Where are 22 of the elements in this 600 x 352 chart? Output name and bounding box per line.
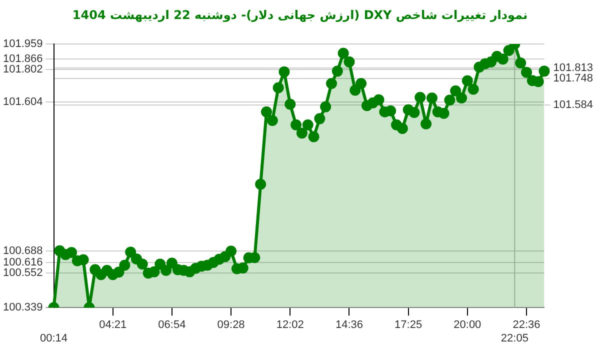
y2-tick-label: 101.584 bbox=[553, 99, 594, 112]
x-tick-label: 20:00 bbox=[454, 319, 482, 332]
x-tick-label: 06:54 bbox=[158, 319, 186, 332]
chart-title: نمودار تغییرات شاخص DXY (ارزش جهانی دلار)- دوشنبه 22 اردیبهشت 1404 bbox=[71, 7, 529, 24]
y-tick-label: 101.866 bbox=[2, 53, 43, 66]
y-tick-label: 100.552 bbox=[2, 266, 43, 279]
y-tick-label: 100.688 bbox=[2, 244, 43, 257]
y-tick-label: 100.616 bbox=[2, 256, 43, 269]
x-tick-label: 09:28 bbox=[217, 319, 245, 332]
x-tick-label: 00:14 bbox=[40, 332, 68, 344]
x-tick-label: 04:21 bbox=[99, 319, 127, 332]
x-tick-label: 22:36 bbox=[512, 319, 540, 332]
x-tick-label: 17:25 bbox=[394, 319, 422, 332]
x-tick-label: 14:36 bbox=[335, 319, 363, 332]
y-tick-label: 101.959 bbox=[2, 38, 43, 50]
x-tick-label: 22:05 bbox=[500, 332, 528, 344]
y2-tick-label: 101.813 bbox=[553, 62, 594, 74]
y2-tick-label: 101.748 bbox=[553, 72, 594, 84]
y-tick-label: 100.339 bbox=[2, 302, 43, 314]
y-tick-label: 101.802 bbox=[2, 64, 43, 76]
x-tick-label: 12:02 bbox=[276, 319, 304, 332]
y-tick-label: 101.604 bbox=[2, 96, 43, 108]
